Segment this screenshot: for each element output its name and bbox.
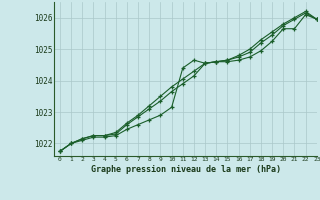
X-axis label: Graphe pression niveau de la mer (hPa): Graphe pression niveau de la mer (hPa) [91,165,281,174]
